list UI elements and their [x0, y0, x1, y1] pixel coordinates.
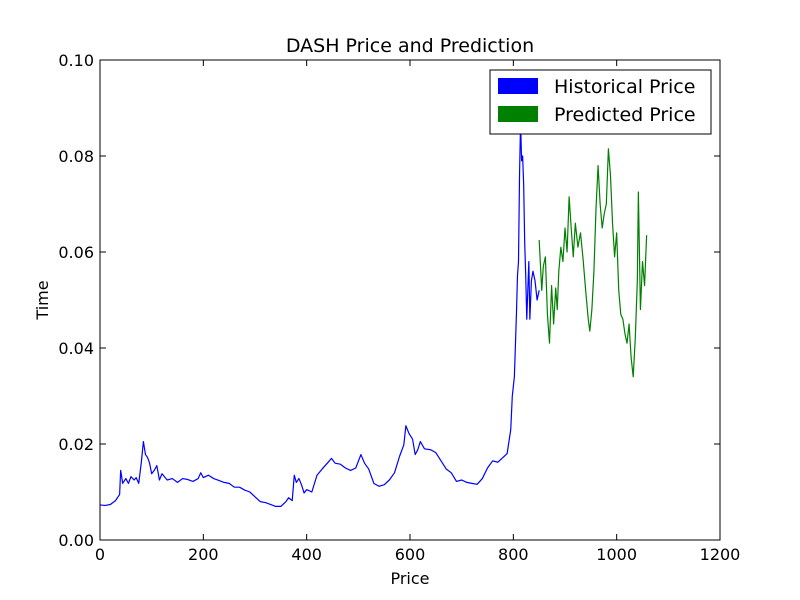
y-tick-label: 0.06: [58, 243, 94, 262]
legend-swatch-1: [498, 106, 538, 122]
y-tick-label: 0.00: [58, 531, 94, 550]
x-axis: 0 200 400 600 800 1000 1200: [95, 60, 740, 564]
y-tick-label: 0.10: [58, 51, 94, 70]
x-tick-label: 0: [95, 545, 105, 564]
legend: Historical Price Predicted Price: [489, 69, 712, 135]
y-axis-title: Time: [33, 280, 52, 320]
legend-swatch-0: [498, 78, 538, 94]
series-layer: [99, 121, 648, 507]
y-tick-label: 0.08: [58, 147, 94, 166]
y-tick-label: 0.02: [58, 435, 94, 454]
x-tick-label: 400: [291, 545, 322, 564]
x-tick-label: 200: [188, 545, 219, 564]
x-tick-label: 600: [395, 545, 426, 564]
y-tick-label: 0.04: [58, 339, 94, 358]
chart-title: DASH Price and Prediction: [286, 35, 534, 57]
x-tick-label: 1200: [700, 545, 741, 564]
y-axis: 0.00 0.02 0.04 0.06 0.08 0.10: [58, 51, 720, 550]
x-axis-title: Price: [390, 569, 429, 588]
series-line-1: [538, 148, 648, 378]
x-tick-label: 800: [498, 545, 529, 564]
legend-label-1: Predicted Price: [554, 104, 696, 126]
legend-label-0: Historical Price: [554, 76, 695, 98]
plot-background: [100, 60, 720, 540]
x-tick-label: 1000: [596, 545, 637, 564]
series-line-0: [99, 121, 540, 507]
